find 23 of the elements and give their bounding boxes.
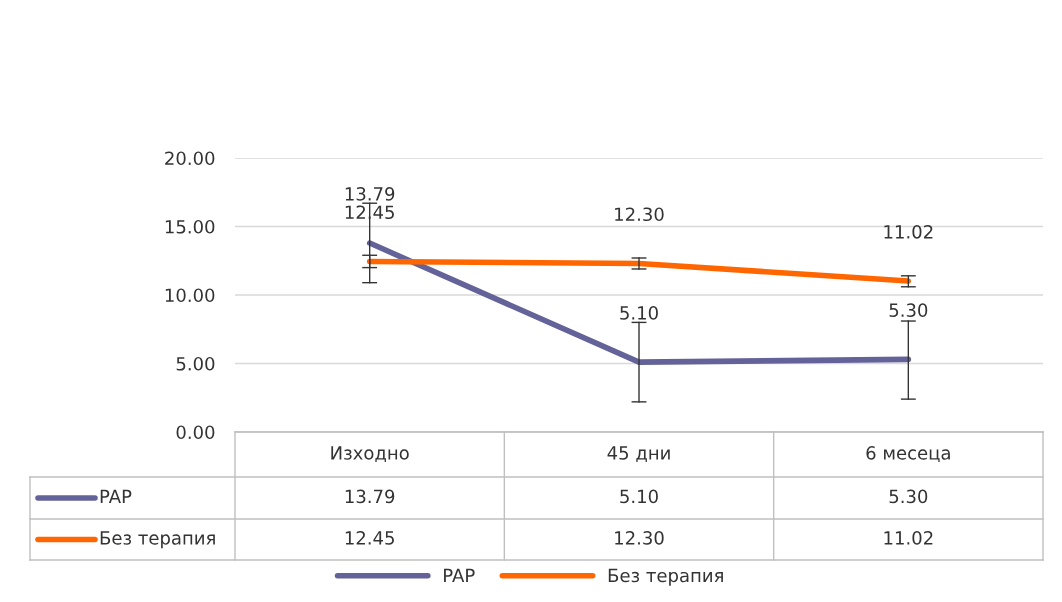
legend-label: Без терапия <box>608 568 723 586</box>
y-tick-label: 15.00 <box>165 219 215 234</box>
y-tick-label: 0.00 <box>176 425 215 440</box>
text: 5.10 <box>620 306 658 320</box>
text: Без терапия <box>100 531 215 549</box>
text: 13.79 <box>345 187 395 201</box>
y-tick-label: 20.00 <box>165 151 215 166</box>
text: 11.02 <box>884 224 933 239</box>
data-label: 12.45 <box>345 531 394 545</box>
legend-label: PAP <box>444 568 475 582</box>
text: 12.30 <box>615 207 664 222</box>
x-tick-label: Изходно <box>331 446 409 462</box>
x-tick-label: 6 месеца <box>866 446 950 462</box>
data-label: 5.30 <box>889 489 928 504</box>
y-tick-label: 10.00 <box>165 288 215 303</box>
data-label: 11.02 <box>884 531 933 545</box>
data-label: 13.79 <box>345 489 395 504</box>
text: 5.30 <box>889 303 928 317</box>
data-label: 12.30 <box>615 531 664 545</box>
x-tick-label: 45 дни <box>607 446 670 462</box>
text: PAP <box>100 489 132 503</box>
data-label: 5.10 <box>620 489 658 504</box>
y-tick-label: 5.00 <box>176 356 215 371</box>
